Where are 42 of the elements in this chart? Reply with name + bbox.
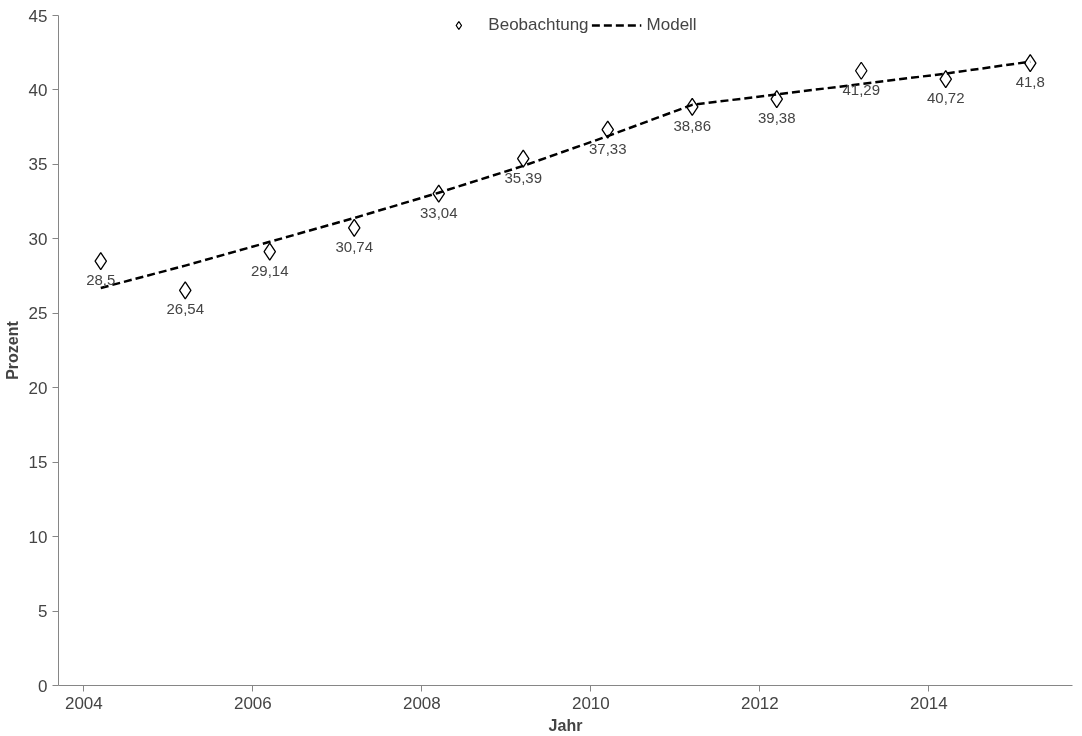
point	[347, 218, 361, 237]
data-label: 41,8	[1015, 73, 1045, 91]
data-label: 41,29	[842, 80, 881, 98]
x-tick-label: 2010	[571, 693, 610, 713]
point	[1023, 53, 1037, 73]
x-tick-label: 2008	[402, 693, 441, 713]
y-tick-label: 45	[28, 6, 48, 26]
y-tick-label: 10	[28, 527, 48, 547]
data-label: 33,04	[419, 203, 458, 221]
y-tick-label: 0	[38, 676, 48, 696]
y-tick-label: 30	[28, 229, 48, 249]
data-label: 26,54	[166, 300, 205, 318]
y-tick-label: 15	[28, 453, 48, 473]
y-tick-label: 35	[28, 155, 48, 175]
data-label: 39,38	[757, 109, 796, 127]
point	[263, 242, 277, 261]
data-label: 38,86	[673, 116, 712, 134]
point	[601, 120, 615, 139]
data-label: 40,72	[926, 89, 965, 107]
x-tick-label: 2004	[64, 693, 103, 713]
x-tick-label: 2014	[909, 693, 948, 713]
data-label: 30,74	[335, 237, 374, 255]
y-axis-title: Prozent	[3, 320, 21, 380]
point	[516, 149, 530, 168]
y-tick-label: 20	[28, 378, 48, 398]
point	[854, 61, 868, 80]
x-axis-title: Jahr	[548, 716, 583, 734]
y-tick-label: 5	[38, 602, 48, 622]
y-tick-label: 40	[28, 80, 48, 100]
data-label: 37,33	[588, 139, 627, 157]
legend-label: Beobachtung	[488, 15, 589, 35]
x-tick-label: 2006	[233, 693, 272, 713]
data-label: 28,5	[86, 271, 116, 289]
legend-label: Modell	[646, 15, 697, 35]
data-label: 35,39	[504, 168, 543, 186]
data-label: 29,14	[250, 261, 289, 279]
y-tick-label: 25	[28, 304, 48, 324]
point	[770, 90, 784, 109]
point	[94, 252, 108, 271]
point	[939, 70, 953, 89]
x-tick-label: 2012	[740, 693, 779, 713]
point	[178, 281, 192, 300]
